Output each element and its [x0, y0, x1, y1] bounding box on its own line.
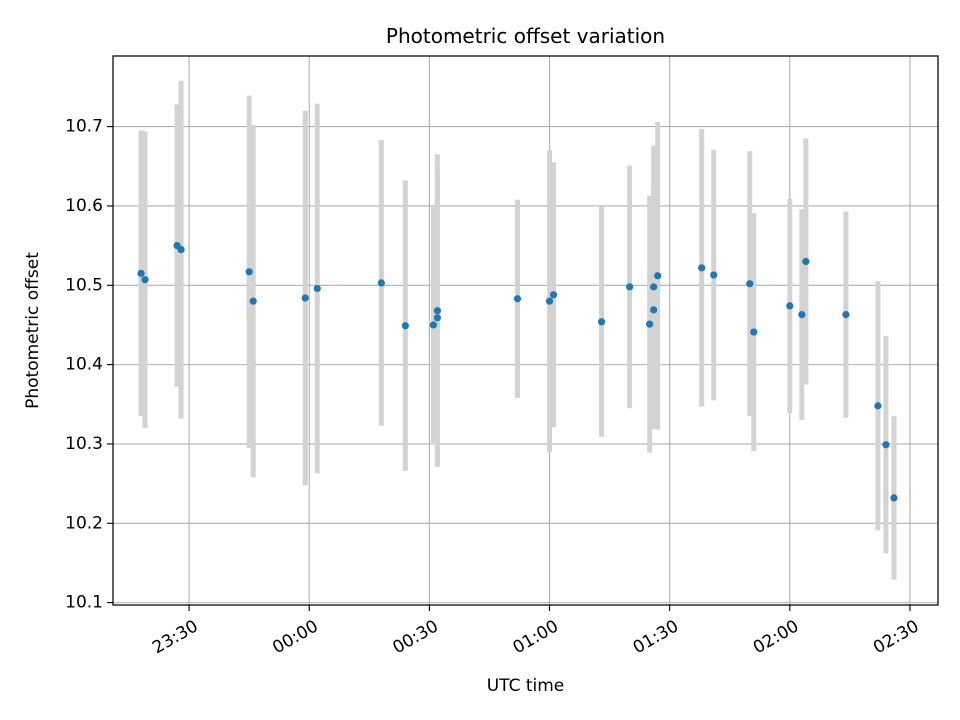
data-point — [698, 264, 706, 272]
y-tick-label: 10.4 — [65, 355, 103, 375]
data-point — [137, 269, 145, 277]
data-point — [842, 311, 850, 319]
data-point — [650, 306, 658, 314]
y-tick-label: 10.1 — [65, 593, 103, 613]
data-point — [890, 494, 898, 502]
data-point — [786, 302, 794, 310]
data-point — [710, 271, 718, 279]
plot-area-frame — [112, 55, 939, 606]
data-point — [874, 402, 882, 410]
data-point — [177, 245, 185, 254]
data-point — [141, 276, 149, 284]
data-point — [798, 311, 806, 319]
y-tick-label: 10.7 — [65, 117, 103, 137]
y-tick-label: 10.5 — [65, 275, 103, 295]
data-point — [549, 291, 558, 299]
data-points — [137, 242, 898, 502]
data-point — [545, 297, 554, 305]
chart-title: Photometric offset variation — [386, 24, 665, 48]
data-point — [301, 294, 309, 302]
data-point — [377, 279, 385, 287]
data-point — [746, 280, 754, 288]
data-point — [433, 314, 441, 322]
data-point — [626, 283, 634, 291]
data-point — [750, 328, 758, 336]
y-axis-ticks: 10.1 10.2 10.3 10.4 10.5 10.6 10.7 — [65, 117, 113, 613]
data-point — [245, 268, 253, 276]
y-axis-title: Photometric offset — [23, 252, 43, 409]
data-point — [513, 295, 522, 303]
data-point — [882, 441, 890, 449]
data-point — [429, 321, 437, 329]
data-point — [650, 283, 658, 291]
data-point — [646, 320, 654, 328]
y-tick-label: 10.3 — [65, 434, 103, 454]
data-point — [401, 322, 409, 330]
data-point — [654, 272, 662, 280]
data-point — [249, 297, 257, 305]
data-point — [433, 307, 441, 315]
y-tick-label: 10.2 — [65, 513, 103, 533]
data-point — [802, 257, 810, 266]
x-axis-title: UTC time — [487, 676, 565, 696]
data-point — [597, 318, 606, 326]
data-point — [313, 284, 321, 293]
y-tick-label: 10.6 — [65, 196, 103, 216]
